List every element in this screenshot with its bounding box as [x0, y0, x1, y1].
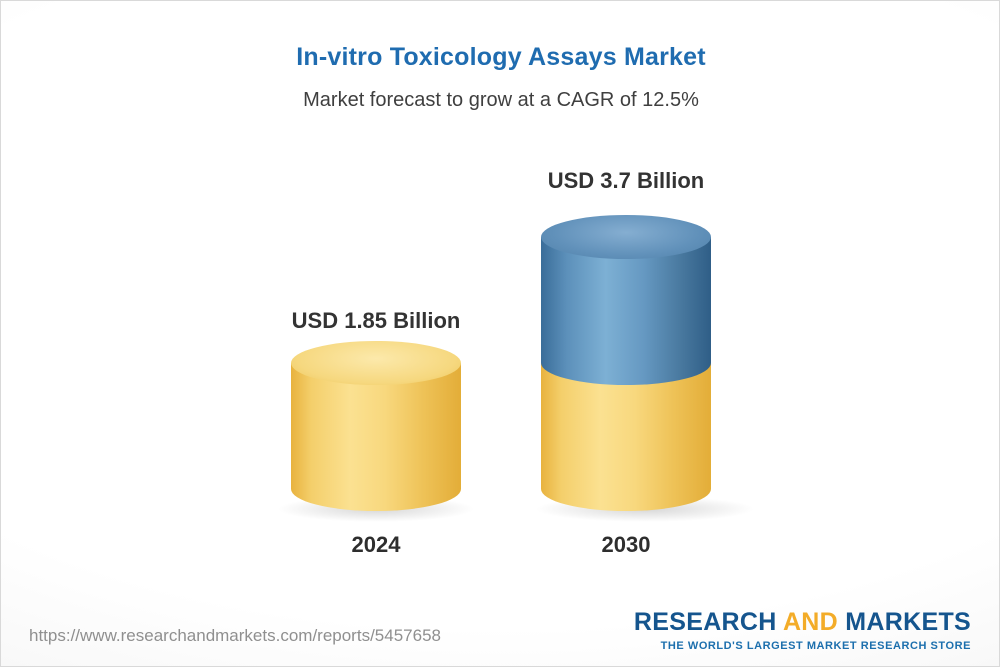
- logo-wordmark: RESEARCH AND MARKETS: [634, 608, 971, 637]
- page-subtitle: Market forecast to grow at a CAGR of 12.…: [303, 89, 699, 111]
- research-and-markets-logo: RESEARCH AND MARKETS THE WORLD'S LARGEST…: [634, 608, 971, 652]
- logo-word-research: RESEARCH: [633, 608, 777, 636]
- value-label-2030: USD 3.7 Billion: [547, 168, 705, 193]
- report-url-link[interactable]: https://www.researchandmarkets.com/repor…: [29, 626, 441, 645]
- category-label-2024: 2024: [351, 532, 401, 557]
- logo-word-markets: MARKETS: [845, 608, 971, 636]
- logo-tagline: THE WORLD'S LARGEST MARKET RESEARCH STOR…: [660, 640, 971, 652]
- bar-2024-top-cap: [291, 341, 461, 386]
- bar-2024-body: [291, 363, 461, 511]
- logo-word-and: AND: [782, 608, 839, 636]
- category-label-2030: 2030: [601, 532, 651, 557]
- bar-2030-top-cap: [541, 215, 711, 260]
- bar-2030-growth-body: [541, 237, 711, 386]
- page-title: In-vitro Toxicology Assays Market: [296, 43, 706, 71]
- bar-2024-cylinder: [277, 341, 475, 522]
- bar-2030-cylinder: [535, 215, 755, 522]
- bar-2030-base-segment: [541, 363, 711, 511]
- value-label-2024: USD 1.85 Billion: [291, 308, 461, 333]
- bar-2030-growth-segment: [541, 215, 711, 386]
